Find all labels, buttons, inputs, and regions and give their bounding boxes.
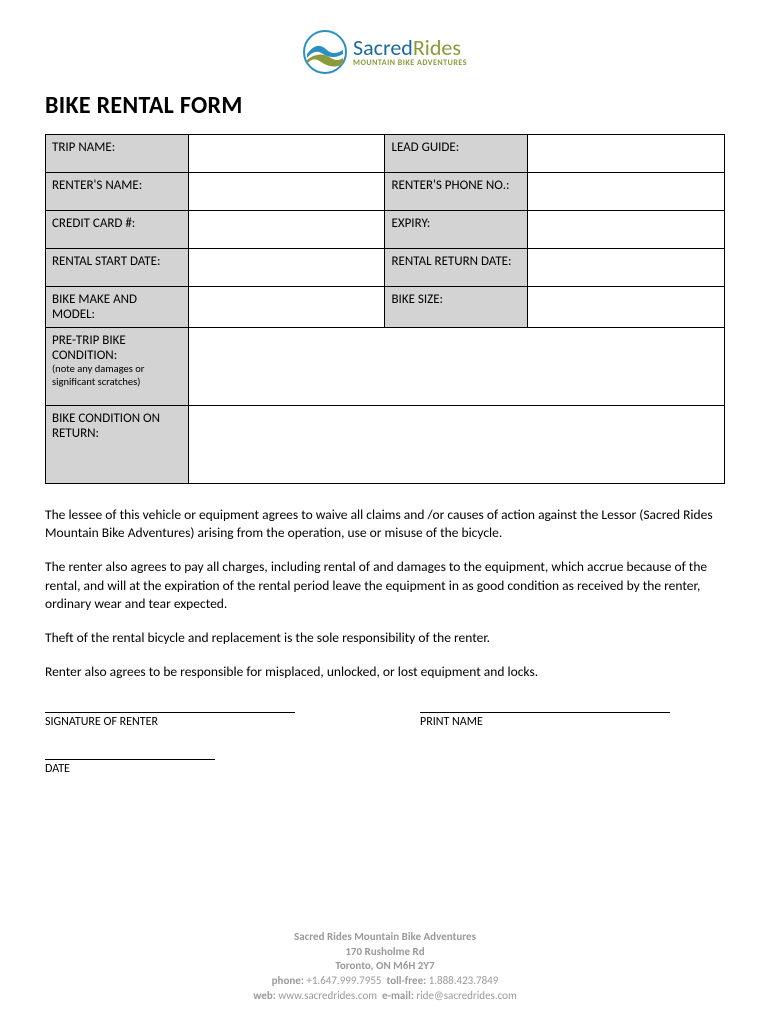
- table-row: BIKE CONDITION ON RETURN:: [46, 406, 725, 484]
- footer-company: Sacred Rides Mountain Bike Adventures: [0, 930, 770, 945]
- signature-block: SIGNATURE OF RENTER: [45, 712, 350, 729]
- print-name-block: PRINT NAME: [420, 712, 725, 729]
- field-input[interactable]: [188, 249, 385, 287]
- table-row: BIKE MAKE AND MODEL: BIKE SIZE:: [46, 287, 725, 328]
- field-input[interactable]: [188, 211, 385, 249]
- field-label: RENTER'S PHONE NO.:: [385, 173, 528, 211]
- field-label: EXPIRY:: [385, 211, 528, 249]
- table-row: PRE-TRIP BIKE CONDITION: (note any damag…: [46, 328, 725, 406]
- field-input[interactable]: [528, 173, 725, 211]
- field-input[interactable]: [188, 135, 385, 173]
- field-input[interactable]: [528, 135, 725, 173]
- date-block: DATE: [45, 759, 725, 776]
- signature-label: DATE: [45, 762, 725, 776]
- page-title: BIKE RENTAL FORM: [45, 91, 725, 120]
- field-label: BIKE CONDITION ON RETURN:: [46, 406, 189, 484]
- signature-label: PRINT NAME: [420, 715, 725, 729]
- signature-line[interactable]: [45, 759, 215, 760]
- table-row: RENTER'S NAME: RENTER'S PHONE NO.:: [46, 173, 725, 211]
- terms-paragraph: The renter also agrees to pay all charge…: [45, 558, 725, 613]
- footer-web-line: web: www.sacredrides.com e-mail: ride@sa…: [0, 989, 770, 1004]
- table-row: TRIP NAME: LEAD GUIDE:: [46, 135, 725, 173]
- field-label: RENTAL RETURN DATE:: [385, 249, 528, 287]
- field-label: RENTAL START DATE:: [46, 249, 189, 287]
- field-label: TRIP NAME:: [46, 135, 189, 173]
- footer: Sacred Rides Mountain Bike Adventures 17…: [0, 930, 770, 1004]
- field-input[interactable]: [188, 173, 385, 211]
- logo-container: SacredRides MOUNTAIN BIKE ADVENTURES: [45, 30, 725, 79]
- footer-address: 170 Rusholme Rd: [0, 945, 770, 960]
- logo-icon: [303, 30, 347, 74]
- signature-row: SIGNATURE OF RENTER PRINT NAME: [45, 712, 725, 729]
- signature-line[interactable]: [420, 712, 670, 713]
- terms-paragraph: Renter also agrees to be responsible for…: [45, 663, 725, 681]
- field-input[interactable]: [188, 328, 724, 406]
- field-label: BIKE MAKE AND MODEL:: [46, 287, 189, 328]
- footer-phone-line: phone: +1.647.999.7955 toll-free: 1.888.…: [0, 974, 770, 989]
- terms-paragraph: Theft of the rental bicycle and replacem…: [45, 629, 725, 647]
- signature-line[interactable]: [45, 712, 295, 713]
- field-input[interactable]: [188, 406, 724, 484]
- logo-company-name: SacredRides: [353, 37, 461, 59]
- field-input[interactable]: [528, 287, 725, 328]
- footer-address: Toronto, ON M6H 2Y7: [0, 959, 770, 974]
- terms-paragraph: The lessee of this vehicle or equipment …: [45, 506, 725, 542]
- field-label: RENTER'S NAME:: [46, 173, 189, 211]
- terms-section: The lessee of this vehicle or equipment …: [45, 506, 725, 682]
- logo: SacredRides MOUNTAIN BIKE ADVENTURES: [303, 30, 467, 74]
- table-row: CREDIT CARD #: EXPIRY:: [46, 211, 725, 249]
- field-label: BIKE SIZE:: [385, 287, 528, 328]
- field-label: LEAD GUIDE:: [385, 135, 528, 173]
- table-row: RENTAL START DATE: RENTAL RETURN DATE:: [46, 249, 725, 287]
- field-label: CREDIT CARD #:: [46, 211, 189, 249]
- field-input[interactable]: [188, 287, 385, 328]
- signature-label: SIGNATURE OF RENTER: [45, 715, 350, 729]
- rental-form-table: TRIP NAME: LEAD GUIDE: RENTER'S NAME: RE…: [45, 134, 725, 484]
- logo-tagline: MOUNTAIN BIKE ADVENTURES: [353, 59, 467, 67]
- field-input[interactable]: [528, 249, 725, 287]
- field-label: PRE-TRIP BIKE CONDITION: (note any damag…: [46, 328, 189, 406]
- field-input[interactable]: [528, 211, 725, 249]
